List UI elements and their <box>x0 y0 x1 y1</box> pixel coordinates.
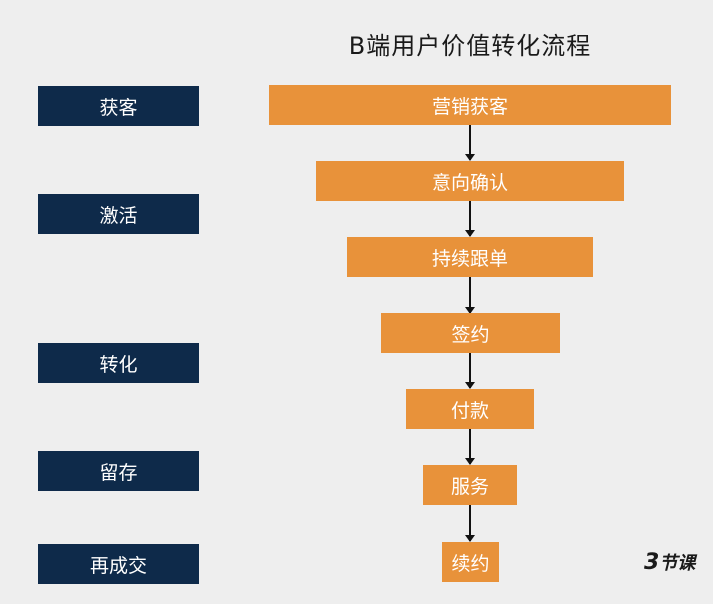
arrow-down-icon <box>465 201 475 237</box>
step-payment: 付款 <box>406 389 534 429</box>
arrow-down-icon <box>465 125 475 161</box>
stage-acquisition: 获客 <box>38 86 199 126</box>
stage-repurchase: 再成交 <box>38 544 199 584</box>
stage-conversion: 转化 <box>38 343 199 383</box>
step-intent-confirmation: 意向确认 <box>316 161 624 201</box>
step-signing: 签约 <box>381 313 560 353</box>
step-marketing-acquisition: 营销获客 <box>269 85 671 125</box>
arrow-down-icon <box>465 429 475 465</box>
stage-activation: 激活 <box>38 194 199 234</box>
arrow-down-icon <box>465 277 475 314</box>
step-service: 服务 <box>423 465 517 505</box>
diagram-title: B端用户价值转化流程 <box>348 32 592 60</box>
arrow-down-icon <box>465 353 475 389</box>
step-renewal: 续约 <box>442 542 499 582</box>
stage-retention: 留存 <box>38 451 199 491</box>
brand-logo: 3节课 <box>644 550 696 575</box>
arrow-down-icon <box>465 505 475 542</box>
step-follow-up: 持续跟单 <box>347 237 593 277</box>
